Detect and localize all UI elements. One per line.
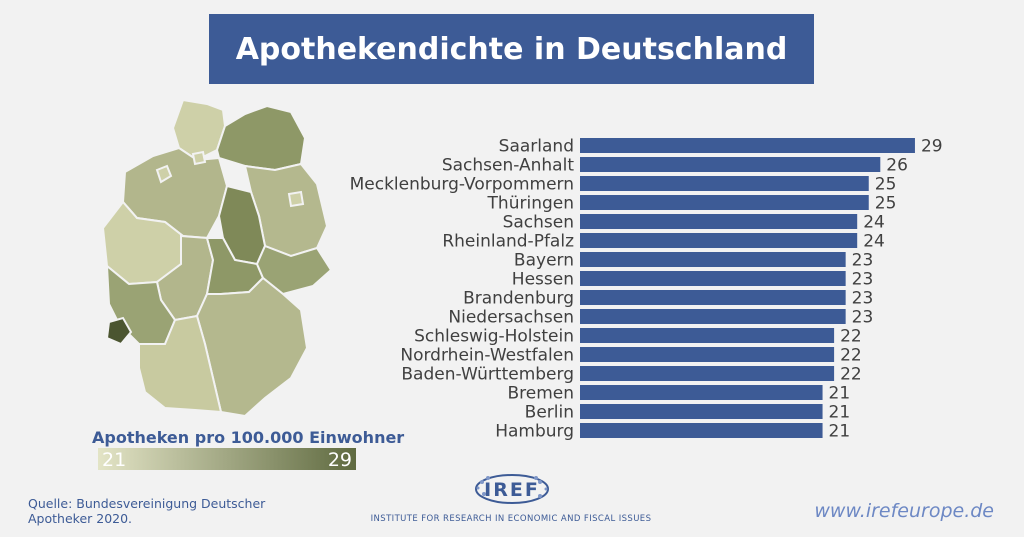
legend-gradient-bar: 21 29 bbox=[98, 448, 356, 471]
institute-name: Institute for Research in Economic and F… bbox=[370, 514, 652, 524]
legend-max-label: 29 bbox=[327, 449, 352, 471]
bar-category-label: Sachsen-Anhalt bbox=[442, 156, 574, 176]
bar-category-label: Baden-Württemberg bbox=[401, 365, 574, 385]
map-region-saarland bbox=[105, 316, 133, 346]
bar bbox=[580, 195, 869, 210]
bar-category-label: Mecklenburg-Vorpommern bbox=[350, 175, 574, 195]
bar bbox=[580, 252, 846, 267]
bar-value-label: 23 bbox=[852, 308, 874, 328]
map-region-baden-wuerttemberg bbox=[138, 314, 223, 414]
page-title: Apothekendichte in Deutschland bbox=[235, 31, 788, 67]
bar bbox=[580, 271, 846, 286]
bar-value-label: 23 bbox=[852, 270, 874, 290]
map-region-mecklenburg-vorpommern bbox=[215, 104, 307, 172]
map-region-bremen bbox=[155, 164, 173, 184]
bar-category-label: Rheinland-Pfalz bbox=[442, 232, 574, 252]
bar bbox=[580, 233, 858, 248]
bar-value-label: 24 bbox=[863, 232, 885, 252]
bar bbox=[580, 328, 835, 343]
legend-title: Apotheken pro 100.000 Einwohner bbox=[92, 428, 405, 447]
bar bbox=[580, 290, 846, 305]
bar-category-label: Nordrhein-Westfalen bbox=[400, 346, 574, 366]
iref-logo: IREF bbox=[470, 468, 554, 515]
title-banner: Apothekendichte in Deutschland bbox=[209, 14, 814, 84]
bar-value-label: 21 bbox=[829, 403, 851, 423]
bar-value-label: 29 bbox=[921, 137, 943, 157]
bar bbox=[580, 347, 835, 362]
source-note: Quelle: Bundesvereinigung Deutscher Apot… bbox=[28, 496, 266, 526]
map-region-berlin bbox=[287, 190, 305, 208]
bar-category-label: Saarland bbox=[499, 137, 574, 157]
germany-map bbox=[101, 98, 333, 418]
bar-category-label: Sachsen bbox=[503, 213, 574, 233]
map-region-hamburg bbox=[191, 150, 207, 166]
bar-value-label: 22 bbox=[840, 327, 862, 347]
bar bbox=[580, 214, 858, 229]
bar-value-label: 21 bbox=[829, 384, 851, 404]
website-url: www.irefeurope.de bbox=[814, 500, 994, 522]
bar bbox=[580, 157, 881, 172]
bar-value-label: 24 bbox=[863, 213, 885, 233]
bar bbox=[580, 366, 835, 381]
bar bbox=[580, 138, 915, 153]
bar bbox=[580, 385, 823, 400]
bar-value-label: 22 bbox=[840, 346, 862, 366]
bar-value-label: 25 bbox=[875, 175, 897, 195]
logo-text: IREF bbox=[484, 479, 540, 501]
bar-category-label: Schleswig-Holstein bbox=[414, 327, 574, 347]
bar-category-label: Hamburg bbox=[495, 422, 574, 442]
logo-dots-icon bbox=[476, 476, 548, 498]
bar bbox=[580, 404, 823, 419]
bar-category-label: Berlin bbox=[525, 403, 574, 423]
bar-category-label: Bayern bbox=[514, 251, 574, 271]
bar-value-label: 22 bbox=[840, 365, 862, 385]
legend-min-label: 21 bbox=[102, 449, 127, 471]
bar-category-label: Thüringen bbox=[487, 194, 574, 214]
bar-value-label: 23 bbox=[852, 251, 874, 271]
bar-value-label: 26 bbox=[886, 156, 908, 176]
bar bbox=[580, 176, 869, 191]
bar-category-label: Bremen bbox=[507, 384, 574, 404]
bar-value-label: 23 bbox=[852, 289, 874, 309]
bar-value-label: 25 bbox=[875, 194, 897, 214]
bar-category-label: Niedersachsen bbox=[448, 308, 574, 328]
logo-ring-icon bbox=[475, 474, 549, 504]
bar bbox=[580, 423, 823, 438]
bar-category-label: Brandenburg bbox=[463, 289, 574, 309]
bar-chart: Saarland 29 Sachsen-Anhalt 26 Mecklenburg-Vo… bbox=[350, 137, 943, 442]
bar-category-label: Hessen bbox=[512, 270, 574, 290]
bar-value-label: 21 bbox=[829, 422, 851, 442]
bar bbox=[580, 309, 846, 324]
